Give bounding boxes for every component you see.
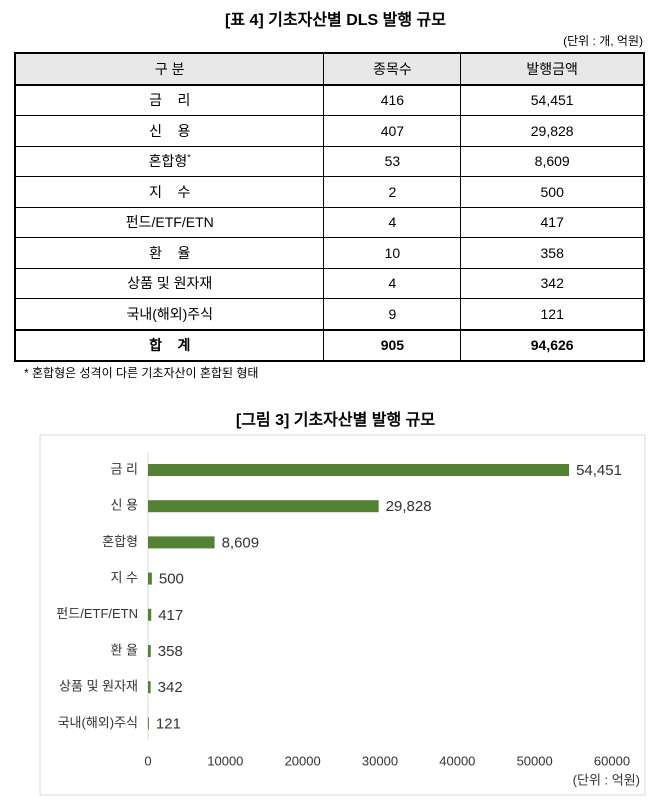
amount-cell: 358 [460,237,645,269]
header-cell: 종목수 [323,52,462,86]
value-label: 29,828 [386,498,432,515]
x-tick-label: 40000 [439,753,475,768]
row-label: 합 계 [14,328,325,362]
value-label: 358 [158,643,183,660]
table-row: 환 율 10 358 [14,237,645,269]
y-tick-label: 환 율 [110,642,138,657]
row-name: 혼합형 [148,153,188,170]
count-cell: 416 [323,84,462,116]
value-label: 500 [159,571,184,588]
value-label: 54,451 [576,462,622,479]
table-row: 합 계 905 94,626 [14,328,645,362]
y-tick-label: 금 리 [110,461,138,476]
row-name: 국내(해외)주식 [126,305,214,322]
row-label: 금 리 [14,84,325,116]
row-label: 환 율 [14,237,325,269]
header-cell: 발행금액 [460,52,645,86]
bar [148,717,149,730]
count-cell: 905 [323,328,462,362]
value-label: 417 [158,607,183,624]
footnote-mark: * [187,152,191,163]
table: 구 분 종목수 발행금액 금 리 416 54,451 신 용 407 29,828 혼합형* 5… [14,52,645,362]
x-tick-label: 10000 [207,753,243,768]
bar [148,608,152,621]
unit-note: (단위 : 개, 억원) [563,34,643,48]
row-label: 혼합형* [14,145,325,177]
row-label: 국내(해외)주식 [14,298,325,330]
y-tick-label: 신 용 [110,498,138,513]
table-title: [표 4] 기초자산별 DLS 발행 규모 [225,12,446,29]
y-tick-label: 펀드/ETF/ETN [56,606,138,621]
table-row: 상품 및 원자재 4 342 [14,267,645,299]
table-row: 지 수 2 500 [14,176,645,208]
y-tick-label: 국내(해외)주식 [58,715,138,730]
x-tick-label: 20000 [285,753,321,768]
row-name: 펀드/ETF/ETN [125,214,214,231]
x-tick-label: 30000 [362,753,398,768]
row-name: 지 수 [149,183,191,200]
count-cell: 53 [323,145,462,177]
row-label: 상품 및 원자재 [14,267,325,299]
x-tick-label: 0 [144,753,151,768]
chart-frame [39,434,646,796]
header-row: 구 분 종목수 발행금액 [14,52,645,86]
table-row: 금 리 416 54,451 [14,84,645,116]
value-label: 121 [156,715,181,732]
unit-label: (단위 : 억원) [573,772,640,787]
row-name: 상품 및 원자재 [127,275,213,292]
footnote: * 혼합형은 성격이 다른 기초자산이 혼합된 형태 [24,366,259,380]
amount-cell: 500 [460,176,645,208]
bar [148,572,152,585]
y-tick-label: 상품 및 원자재 [59,679,138,694]
row-name: 환 율 [149,244,191,261]
bar [148,536,215,549]
header-cell: 구 분 [14,52,325,86]
row-name: 합 계 [149,337,191,354]
row-name: 신 용 [149,122,191,139]
bar [148,645,151,657]
x-tick-label: 50000 [517,753,553,768]
bar [148,681,151,694]
chart-title: [그림 3] 기초자산별 발행 규모 [235,412,436,429]
value-label: 8,609 [222,534,260,551]
amount-cell: 54,451 [460,84,645,116]
value-label: 342 [158,679,183,696]
x-tick-label: 60000 [594,753,630,768]
bar [148,500,379,513]
table-row: 신 용 407 29,828 [14,115,645,147]
y-tick-label: 혼합형 [102,534,138,549]
amount-cell: 94,626 [460,328,645,362]
amount-cell: 342 [460,267,645,299]
bar [148,464,570,476]
amount-cell: 29,828 [460,115,645,147]
row-label: 지 수 [14,176,325,208]
row-name: 금 리 [149,92,191,109]
y-tick-label: 지 수 [110,570,138,585]
